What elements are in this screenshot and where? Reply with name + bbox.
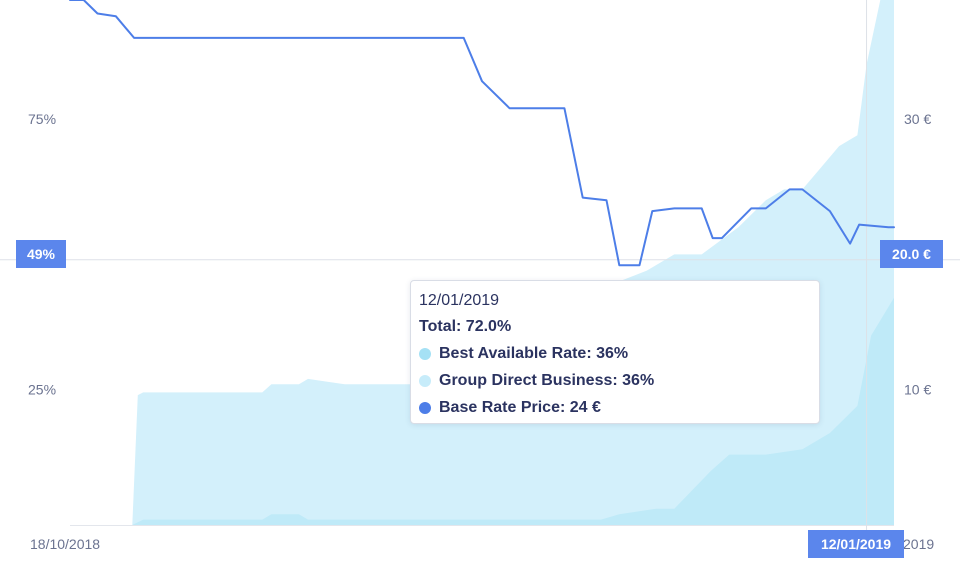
- line-layer: [69, 0, 895, 267]
- crosshair-right-value-badge: 20.0 €: [880, 240, 943, 268]
- crosshair-left-value-badge: 49%: [16, 240, 66, 268]
- y-left-tick-label: 75%: [28, 111, 56, 127]
- y-right-tick-label: 30 €: [904, 111, 931, 127]
- y-right-tick-label: 10 €: [904, 382, 931, 398]
- tooltip-row-label: Base Rate Price: 24 €: [439, 399, 601, 416]
- grid-layer: [0, 0, 960, 533]
- y-left-tick-label: 25%: [28, 382, 56, 398]
- tooltip-row-base-rate-price: Base Rate Price: 24 €: [419, 394, 811, 421]
- tooltip-row-label: Best Available Rate: 36%: [439, 345, 629, 362]
- chart-tooltip: 12/01/2019 Total: 72.0% Best Available R…: [410, 280, 820, 424]
- crosshair-date-badge: 12/01/2019: [808, 530, 904, 558]
- legend-dot-icon: [419, 347, 431, 360]
- x-tick-label-end: 2019: [903, 536, 934, 552]
- tooltip-row-label: Group Direct Business: 36%: [439, 372, 655, 389]
- axis-labels-layer: 25% 75% 10 € 30 € 18/10/2018 2019: [28, 111, 934, 552]
- x-tick-label-start: 18/10/2018: [30, 536, 100, 552]
- line-base-rate-price: [69, 0, 895, 267]
- tooltip-row-best-available-rate: Best Available Rate: 36%: [419, 340, 811, 367]
- area-best-available-rate: [70, 297, 894, 525]
- legend-dot-icon: [419, 401, 431, 414]
- tooltip-row-group-direct-business: Group Direct Business: 36%: [419, 367, 811, 394]
- legend-dot-icon: [419, 374, 431, 387]
- tooltip-date: 12/01/2019: [419, 292, 500, 309]
- tooltip-total: Total: 72.0%: [419, 318, 512, 335]
